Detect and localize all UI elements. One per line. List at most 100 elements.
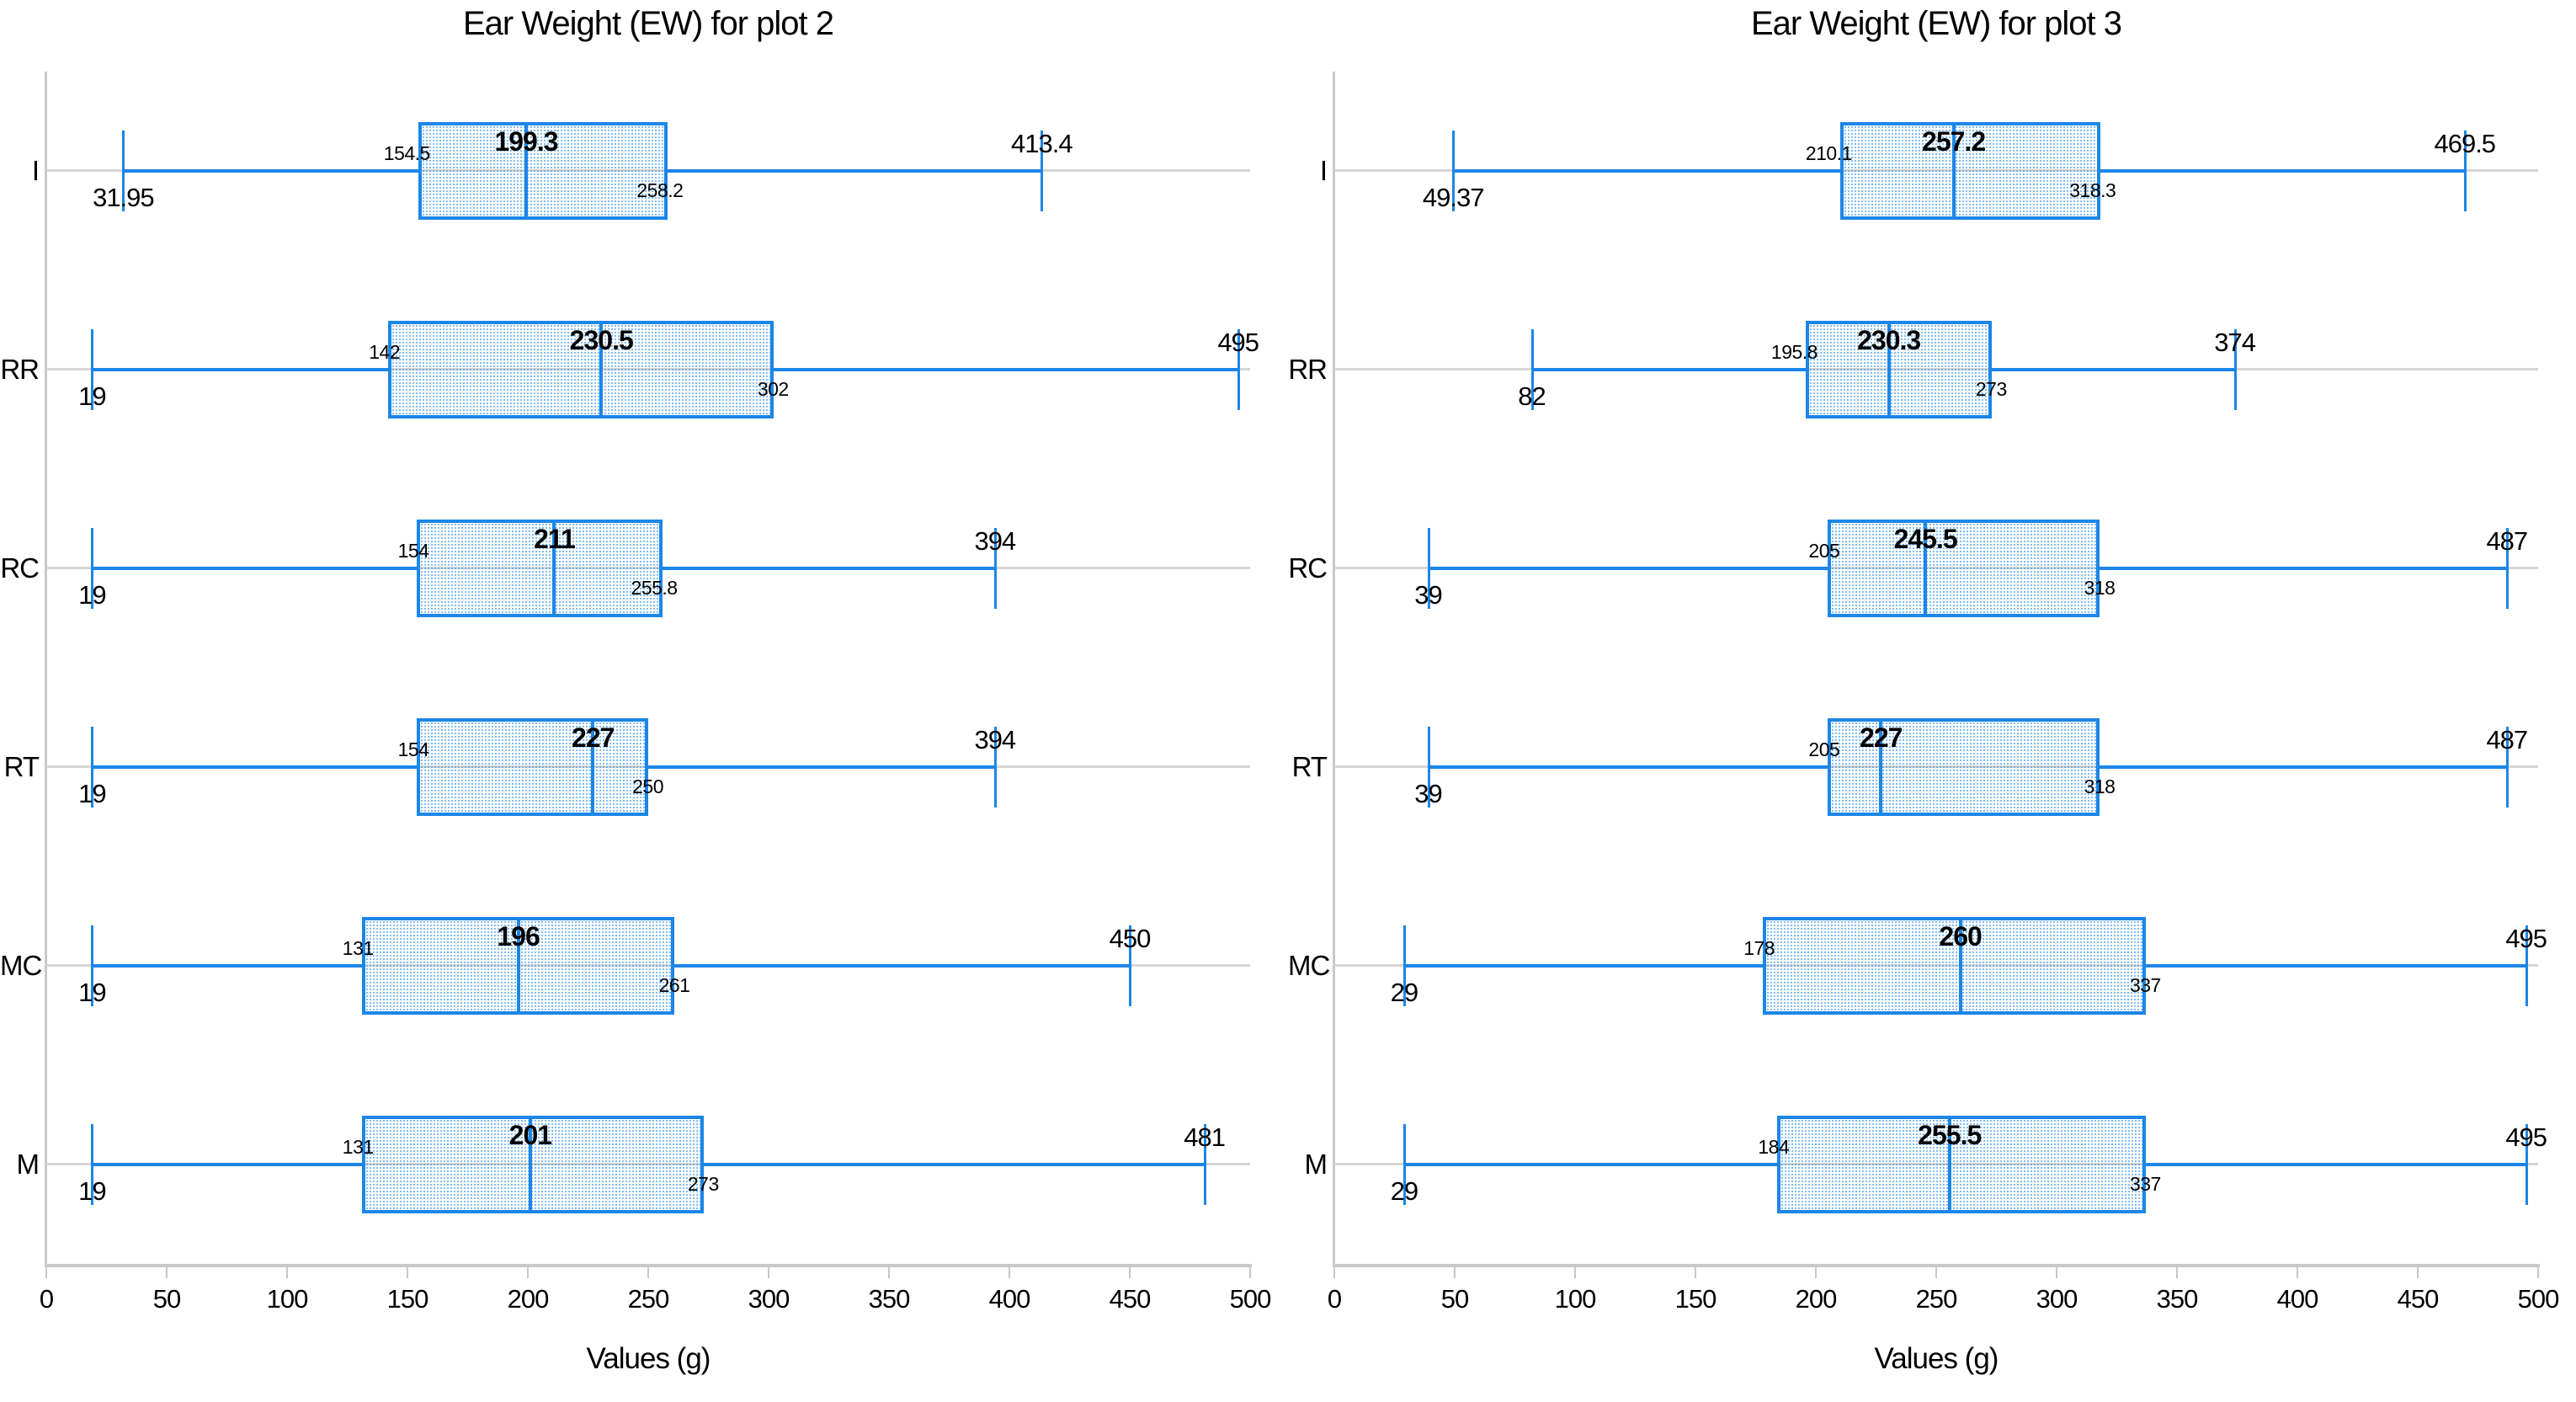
q1-value-label: 131 (342, 1136, 374, 1158)
median-value-label: 196 (497, 921, 540, 952)
category-label: RR (0, 354, 40, 385)
max-value-label: 495 (2505, 1122, 2547, 1152)
x-axis-tick-label: 300 (2036, 1284, 2078, 1314)
median-line (1947, 1116, 1951, 1213)
chart-plot-2: Ear Weight (EW) for plot 2 0 50 100 150 200 2… (0, 5, 1272, 1375)
q3-value-label: 337 (2129, 1173, 2161, 1195)
q3-value-label: 318.3 (2069, 179, 2116, 201)
category-label: RT (1291, 751, 1328, 782)
x-axis-title: Values (g) (586, 1342, 711, 1375)
x-axis-tick-label: 100 (1554, 1284, 1597, 1314)
max-whisker-cap (2505, 727, 2509, 808)
x-axis-tick (2056, 1267, 2057, 1278)
max-whisker-cap (2233, 329, 2237, 410)
whisker-line-high (2100, 765, 2507, 769)
x-axis-tick (1454, 1267, 1456, 1278)
q1-value-label: 131 (342, 937, 374, 959)
median-value-label: 255.5 (1918, 1120, 1982, 1150)
x-axis-title: Values (g) (1874, 1342, 1999, 1375)
min-value-label: 19 (78, 381, 106, 411)
x-axis-tick-label: 500 (1229, 1284, 1272, 1314)
x-axis-tick-label: 200 (507, 1284, 550, 1314)
q1-value-label: 142 (369, 341, 401, 363)
min-value-label: 39 (1414, 580, 1442, 610)
x-axis-tick-label: 450 (1109, 1284, 1152, 1314)
iqr-box (417, 520, 663, 617)
min-whisker-cap (1427, 727, 1430, 808)
x-axis-tick (45, 1267, 47, 1278)
chart-title: Ear Weight (EW) for plot 2 (462, 5, 834, 42)
plot-area: 0 50 100 150 200 250 300 350 400 450 500 I 31.95 413.… (0, 72, 1272, 1314)
median-value-label: 201 (508, 1120, 552, 1150)
max-value-label: 394 (974, 526, 1016, 556)
whisker-line-low (1428, 765, 1828, 769)
min-value-label: 82 (1518, 381, 1546, 411)
iqr-box (361, 1116, 704, 1213)
q1-value-label: 178 (1743, 937, 1775, 959)
q3-value-label: 255.8 (631, 577, 679, 599)
x-axis-tick (2297, 1267, 2298, 1278)
x-axis-tick (768, 1267, 769, 1278)
x-axis-tick (407, 1267, 408, 1278)
x-axis-tick (1009, 1267, 1010, 1278)
median-line (1958, 917, 1962, 1015)
whisker-line-high (662, 567, 995, 570)
x-axis-tick-label: 0 (39, 1284, 54, 1314)
max-value-label: 469.5 (2434, 129, 2496, 158)
x-axis-tick-label: 150 (1674, 1284, 1717, 1314)
min-whisker-cap (91, 925, 94, 1006)
median-value-label: 227 (572, 722, 615, 753)
x-axis-tick (647, 1267, 649, 1278)
category-label: RC (0, 552, 40, 584)
max-value-label: 487 (2486, 725, 2528, 754)
iqr-box (1828, 520, 2100, 617)
median-line (1887, 321, 1891, 418)
whisker-line-low (92, 368, 389, 371)
max-value-label: 481 (1184, 1122, 1226, 1152)
whisker-line-high (674, 964, 1130, 968)
x-axis-tick-label: 150 (386, 1284, 429, 1314)
iqr-box (417, 718, 648, 816)
category-label: MC (0, 950, 42, 981)
iqr-box (1839, 122, 2101, 220)
x-axis-tick-label: 350 (2156, 1284, 2199, 1314)
q3-value-label: 318 (2084, 776, 2116, 797)
whisker-line-low (1428, 567, 1828, 570)
min-value-label: 19 (78, 779, 106, 808)
min-value-label: 31.95 (93, 183, 155, 212)
min-whisker-cap (122, 131, 125, 211)
median-line (516, 917, 520, 1015)
min-value-label: 19 (78, 978, 106, 1007)
x-axis-tick-label: 100 (266, 1284, 309, 1314)
max-value-label: 495 (1217, 328, 1259, 357)
q1-value-label: 210.1 (1805, 142, 1853, 164)
min-whisker-cap (1530, 329, 1534, 410)
whisker-line-low (92, 1163, 362, 1166)
category-label: RT (3, 751, 40, 782)
q1-value-label: 205 (1808, 738, 1840, 760)
median-line (599, 321, 604, 418)
min-whisker-cap (1402, 925, 1406, 1006)
max-whisker-cap (2463, 131, 2467, 211)
min-whisker-cap (1452, 131, 1456, 211)
x-axis-tick-label: 350 (868, 1284, 911, 1314)
q3-value-label: 261 (658, 974, 690, 996)
median-line (552, 520, 556, 617)
max-whisker-cap (1203, 1124, 1206, 1205)
max-value-label: 394 (974, 725, 1016, 754)
iqr-box (418, 122, 668, 220)
whisker-line-high (2145, 964, 2526, 968)
category-label: M (16, 1149, 40, 1180)
whisker-line-low (92, 567, 418, 570)
max-value-label: 413.4 (1011, 129, 1073, 158)
q1-value-label: 154.5 (383, 142, 431, 164)
y-axis-line (45, 72, 47, 1264)
median-value-label: 260 (1939, 921, 1982, 952)
median-value-label: 245.5 (1893, 524, 1958, 554)
whisker-line-high (773, 368, 1238, 371)
median-line (1924, 520, 1928, 617)
max-value-label: 374 (2214, 328, 2256, 357)
whisker-line-low (1403, 1163, 1778, 1166)
max-whisker-cap (2525, 1124, 2528, 1205)
min-whisker-cap (1427, 528, 1430, 609)
